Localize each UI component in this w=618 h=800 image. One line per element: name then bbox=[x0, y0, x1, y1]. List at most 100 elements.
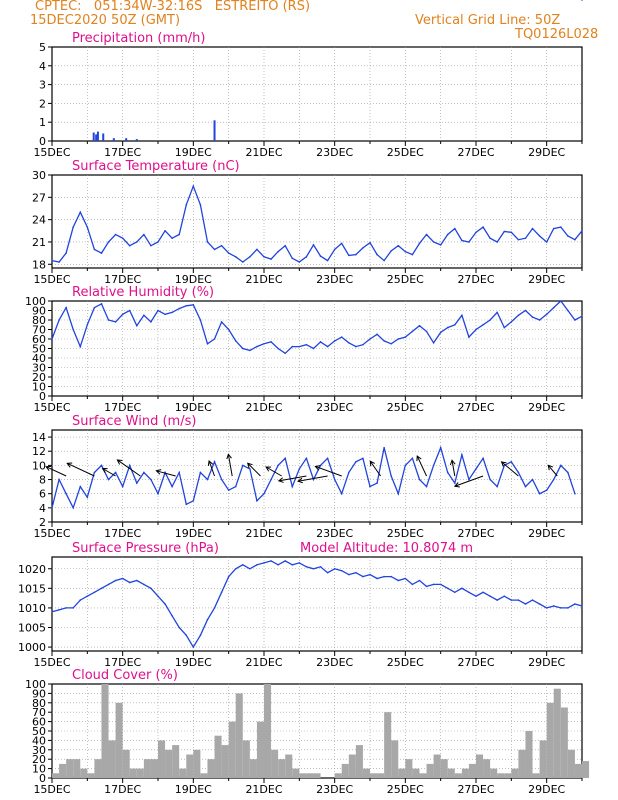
cloud-bar bbox=[553, 688, 561, 778]
rh-xtick-label: 19DEC bbox=[175, 401, 212, 414]
wind-arrow-head bbox=[155, 469, 162, 475]
rh-point bbox=[446, 326, 449, 329]
rh-point bbox=[256, 345, 258, 348]
wind-arrow-shaft bbox=[454, 475, 484, 487]
rh-point bbox=[206, 342, 209, 345]
rh-point bbox=[305, 343, 308, 346]
rh-xtick-label: 21DEC bbox=[245, 401, 282, 414]
wind-point bbox=[461, 453, 463, 456]
precip-bar bbox=[125, 138, 128, 141]
cloud-xtick-label: 27DEC bbox=[457, 783, 494, 796]
pressure-point bbox=[404, 577, 407, 580]
temp-point bbox=[425, 233, 428, 236]
wind-point bbox=[524, 485, 527, 488]
wind-point bbox=[220, 478, 223, 481]
pressure-point bbox=[100, 587, 103, 590]
wind-point bbox=[560, 464, 562, 467]
wind-arrow-head bbox=[45, 465, 52, 472]
cloud-bar bbox=[461, 768, 469, 778]
wind-xtick-label: 19DEC bbox=[175, 527, 212, 540]
pressure-point bbox=[560, 607, 562, 609]
pressure-point bbox=[383, 575, 385, 578]
rh-point bbox=[65, 306, 67, 309]
precip-xtick-label: 29DEC bbox=[528, 146, 565, 159]
temp-point bbox=[411, 253, 414, 256]
pressure-point bbox=[65, 607, 67, 609]
pressure-frame bbox=[51, 556, 583, 652]
pressure-xtick-label: 27DEC bbox=[457, 656, 494, 669]
pressure-point bbox=[418, 579, 421, 582]
wind-point bbox=[93, 471, 96, 474]
rh-ytick-label: 30 bbox=[32, 362, 46, 375]
wind-point bbox=[312, 478, 315, 481]
rh-point bbox=[581, 315, 583, 318]
wind-point bbox=[121, 485, 124, 488]
rh-point bbox=[213, 338, 216, 340]
cloud-bar bbox=[412, 768, 420, 778]
rh-point bbox=[411, 330, 414, 333]
wind-point bbox=[192, 499, 195, 502]
temp-point bbox=[567, 235, 569, 237]
wind-point bbox=[326, 457, 329, 460]
wind-arrow-shaft bbox=[451, 460, 456, 477]
pressure-point bbox=[348, 573, 350, 576]
cloud-bar bbox=[186, 754, 194, 778]
pressure-ytick-label: 1005 bbox=[18, 622, 46, 635]
wind-point bbox=[454, 482, 456, 484]
temp-title: Surface Temperature (nC) bbox=[72, 159, 240, 174]
date-header: 15DEC2020 50Z (GMT) bbox=[30, 13, 181, 28]
wind-point bbox=[298, 468, 301, 470]
temp-xtick-label: 15DEC bbox=[33, 273, 70, 286]
temp-point bbox=[171, 237, 173, 240]
temp-point bbox=[545, 241, 548, 243]
rh-point bbox=[79, 345, 82, 348]
temp-ytick-label: 24 bbox=[32, 214, 46, 227]
wind-point bbox=[538, 492, 541, 495]
temp-point bbox=[517, 238, 520, 241]
rh-point bbox=[348, 342, 350, 344]
wind-xtick-label: 25DEC bbox=[387, 527, 424, 540]
cloud-bar bbox=[165, 749, 173, 778]
wind-point bbox=[128, 464, 131, 467]
rh-point bbox=[107, 319, 110, 321]
precip-bar bbox=[112, 138, 115, 141]
rh-point bbox=[567, 309, 569, 312]
pressure-point bbox=[510, 599, 513, 601]
cloud-bar bbox=[122, 749, 130, 778]
model-altitude-label: Model Altitude: 10.8074 m bbox=[300, 541, 473, 556]
temp-point bbox=[333, 248, 336, 251]
rh-point bbox=[333, 340, 336, 342]
pressure-point bbox=[206, 618, 209, 621]
rh-xtick-label: 23DEC bbox=[316, 401, 353, 414]
precip-ytick-label: 5 bbox=[39, 41, 46, 54]
rh-point bbox=[51, 338, 53, 340]
temp-point bbox=[581, 230, 583, 232]
temp-point bbox=[178, 233, 180, 236]
temp-point bbox=[164, 230, 166, 232]
cloud-bar bbox=[384, 712, 392, 778]
wind-point bbox=[404, 464, 407, 467]
pressure-point bbox=[72, 607, 74, 609]
cloud-bar bbox=[362, 768, 370, 778]
wind-arrow-head bbox=[500, 461, 507, 467]
rh-point bbox=[574, 319, 576, 321]
wind-point bbox=[496, 485, 499, 488]
rh-point bbox=[249, 349, 251, 352]
cloud-xtick-label: 29DEC bbox=[528, 783, 565, 796]
pressure-point bbox=[298, 562, 301, 564]
temp-point bbox=[185, 203, 188, 206]
pressure-point bbox=[213, 607, 216, 609]
pressure-point bbox=[425, 585, 428, 588]
wind-point bbox=[439, 446, 442, 449]
pressure-point bbox=[86, 595, 89, 597]
temp-point bbox=[482, 226, 484, 228]
temp-point bbox=[100, 252, 103, 254]
rh-point bbox=[432, 342, 435, 344]
pressure-point bbox=[93, 591, 96, 594]
wind-arrow-head bbox=[547, 464, 554, 471]
wind-arrow-head bbox=[416, 455, 422, 462]
temp-point bbox=[326, 259, 329, 262]
cloud-bar bbox=[518, 749, 526, 778]
wind-point bbox=[227, 489, 230, 491]
precip-xtick-label: 25DEC bbox=[387, 146, 424, 159]
